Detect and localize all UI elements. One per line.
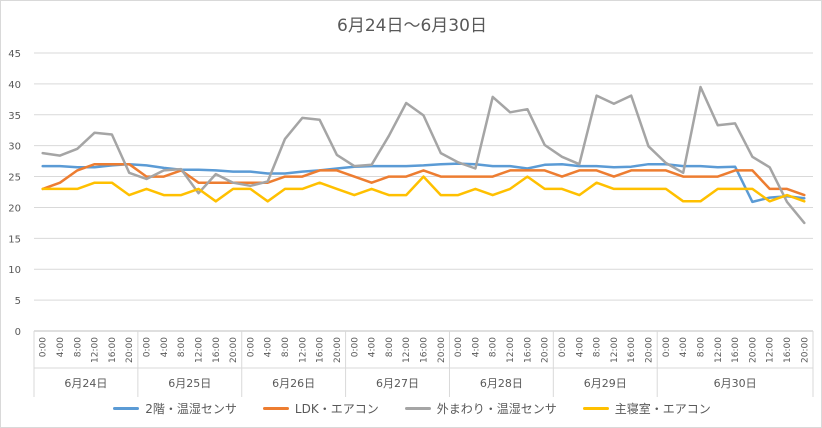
- x-tick-label: 12:00: [766, 337, 776, 363]
- axes: 0 5 10 15 20 25 30 35 40 45 0:00 4:00 8:00 12:00 16:00…: [8, 49, 814, 397]
- y-tick-label: 20: [8, 203, 21, 214]
- day-group-label: 6月28日: [480, 377, 523, 390]
- x-tick-label: 8:00: [593, 337, 603, 357]
- legend-swatch: [113, 407, 140, 410]
- series-line-2: [41, 85, 806, 225]
- series-line-1: [41, 162, 806, 197]
- y-tick-label: 0: [15, 327, 21, 338]
- x-tick-label: 12:00: [298, 337, 308, 363]
- x-tick-label: 8:00: [696, 337, 706, 357]
- x-tick-label: 12:00: [714, 337, 724, 363]
- gridlines: [34, 52, 813, 332]
- x-tick-label: 16:00: [212, 337, 222, 363]
- y-tick-label: 5: [15, 296, 21, 307]
- legend: 2階・温湿センサ LDK・エアコン 外まわり・温湿センサ 主寝室・エアコン: [1, 400, 822, 417]
- legend-item-outdoor-sensor: 外まわり・温湿センサ: [404, 400, 557, 417]
- x-tick-label: 20:00: [800, 337, 810, 363]
- x-tick-label: 20:00: [125, 337, 135, 363]
- series-line-3: [41, 175, 806, 203]
- x-tick-label: 16:00: [108, 337, 118, 363]
- x-tick-label: 16:00: [420, 337, 430, 363]
- x-tick-label: 20:00: [541, 337, 551, 363]
- x-tick-label: 20:00: [645, 337, 655, 363]
- x-tick-label: 12:00: [402, 337, 412, 363]
- x-tick-label: 4:00: [368, 337, 378, 357]
- x-tick-label: 20:00: [229, 337, 239, 363]
- y-tick-label: 30: [8, 142, 21, 153]
- day-group-label: 6月25日: [168, 377, 211, 390]
- series-lines: [41, 85, 806, 225]
- x-tick-label: 12:00: [506, 337, 516, 363]
- x-tick-label: 4:00: [575, 337, 585, 357]
- legend-swatch: [582, 407, 609, 410]
- x-tick-label: 4:00: [264, 337, 274, 357]
- x-tick-label: 8:00: [177, 337, 187, 357]
- x-tick-label: 20:00: [333, 337, 343, 363]
- day-group-label: 6月26日: [272, 377, 315, 390]
- x-tick-label: 8:00: [281, 337, 291, 357]
- x-tick-label: 0:00: [454, 337, 464, 357]
- x-tick-label: 4:00: [679, 337, 689, 357]
- legend-label: 外まわり・温湿センサ: [436, 402, 557, 416]
- legend-label: 2階・温湿センサ: [145, 402, 237, 416]
- x-tick-label: 0:00: [143, 337, 153, 357]
- x-tick-label: 20:00: [437, 337, 447, 363]
- x-tick-label: 12:00: [610, 337, 620, 363]
- y-tick-label: 10: [8, 265, 21, 276]
- series-line-0: [41, 162, 806, 204]
- x-tick-label: 8:00: [73, 337, 83, 357]
- x-tick-label: 8:00: [489, 337, 499, 357]
- y-tick-label: 15: [8, 234, 21, 245]
- x-tick-label: 20:00: [748, 337, 758, 363]
- x-tick-label: 4:00: [471, 337, 481, 357]
- x-tick-label: 16:00: [783, 337, 793, 363]
- x-tick-label: 16:00: [523, 337, 533, 363]
- day-group-label: 6月30日: [714, 377, 757, 390]
- legend-item-bedroom-aircon: 主寝室・エアコン: [582, 400, 711, 417]
- y-tick-label: 40: [8, 80, 21, 91]
- x-tick-label: 12:00: [91, 337, 101, 363]
- x-tick-label: 12:00: [194, 337, 204, 363]
- x-tick-label: 16:00: [316, 337, 326, 363]
- chart-title: 6月24日～6月30日: [337, 16, 487, 36]
- x-tick-label: 8:00: [385, 337, 395, 357]
- legend-swatch: [404, 407, 431, 410]
- legend-label: LDK・エアコン: [294, 402, 379, 416]
- legend-swatch: [262, 407, 289, 410]
- x-tick-label: 16:00: [731, 337, 741, 363]
- day-group-label: 6月29日: [584, 377, 627, 390]
- x-tick-label: 0:00: [39, 337, 49, 357]
- legend-item-2f-sensor: 2階・温湿センサ: [113, 400, 237, 417]
- day-group-label: 6月27日: [376, 377, 419, 390]
- y-tick-label: 45: [8, 49, 21, 60]
- x-tick-label: 4:00: [56, 337, 66, 357]
- legend-item-ldk-aircon: LDK・エアコン: [262, 400, 379, 417]
- y-tick-label: 35: [8, 111, 21, 122]
- legend-label: 主寝室・エアコン: [614, 402, 711, 416]
- x-tick-label: 0:00: [246, 337, 256, 357]
- x-tick-label: 4:00: [160, 337, 170, 357]
- x-tick-label: 0:00: [350, 337, 360, 357]
- x-tick-label: 0:00: [558, 337, 568, 357]
- x-tick-label: 0:00: [662, 337, 672, 357]
- y-tick-label: 25: [8, 173, 21, 184]
- x-tick-label: 16:00: [627, 337, 637, 363]
- day-group-label: 6月24日: [64, 377, 107, 390]
